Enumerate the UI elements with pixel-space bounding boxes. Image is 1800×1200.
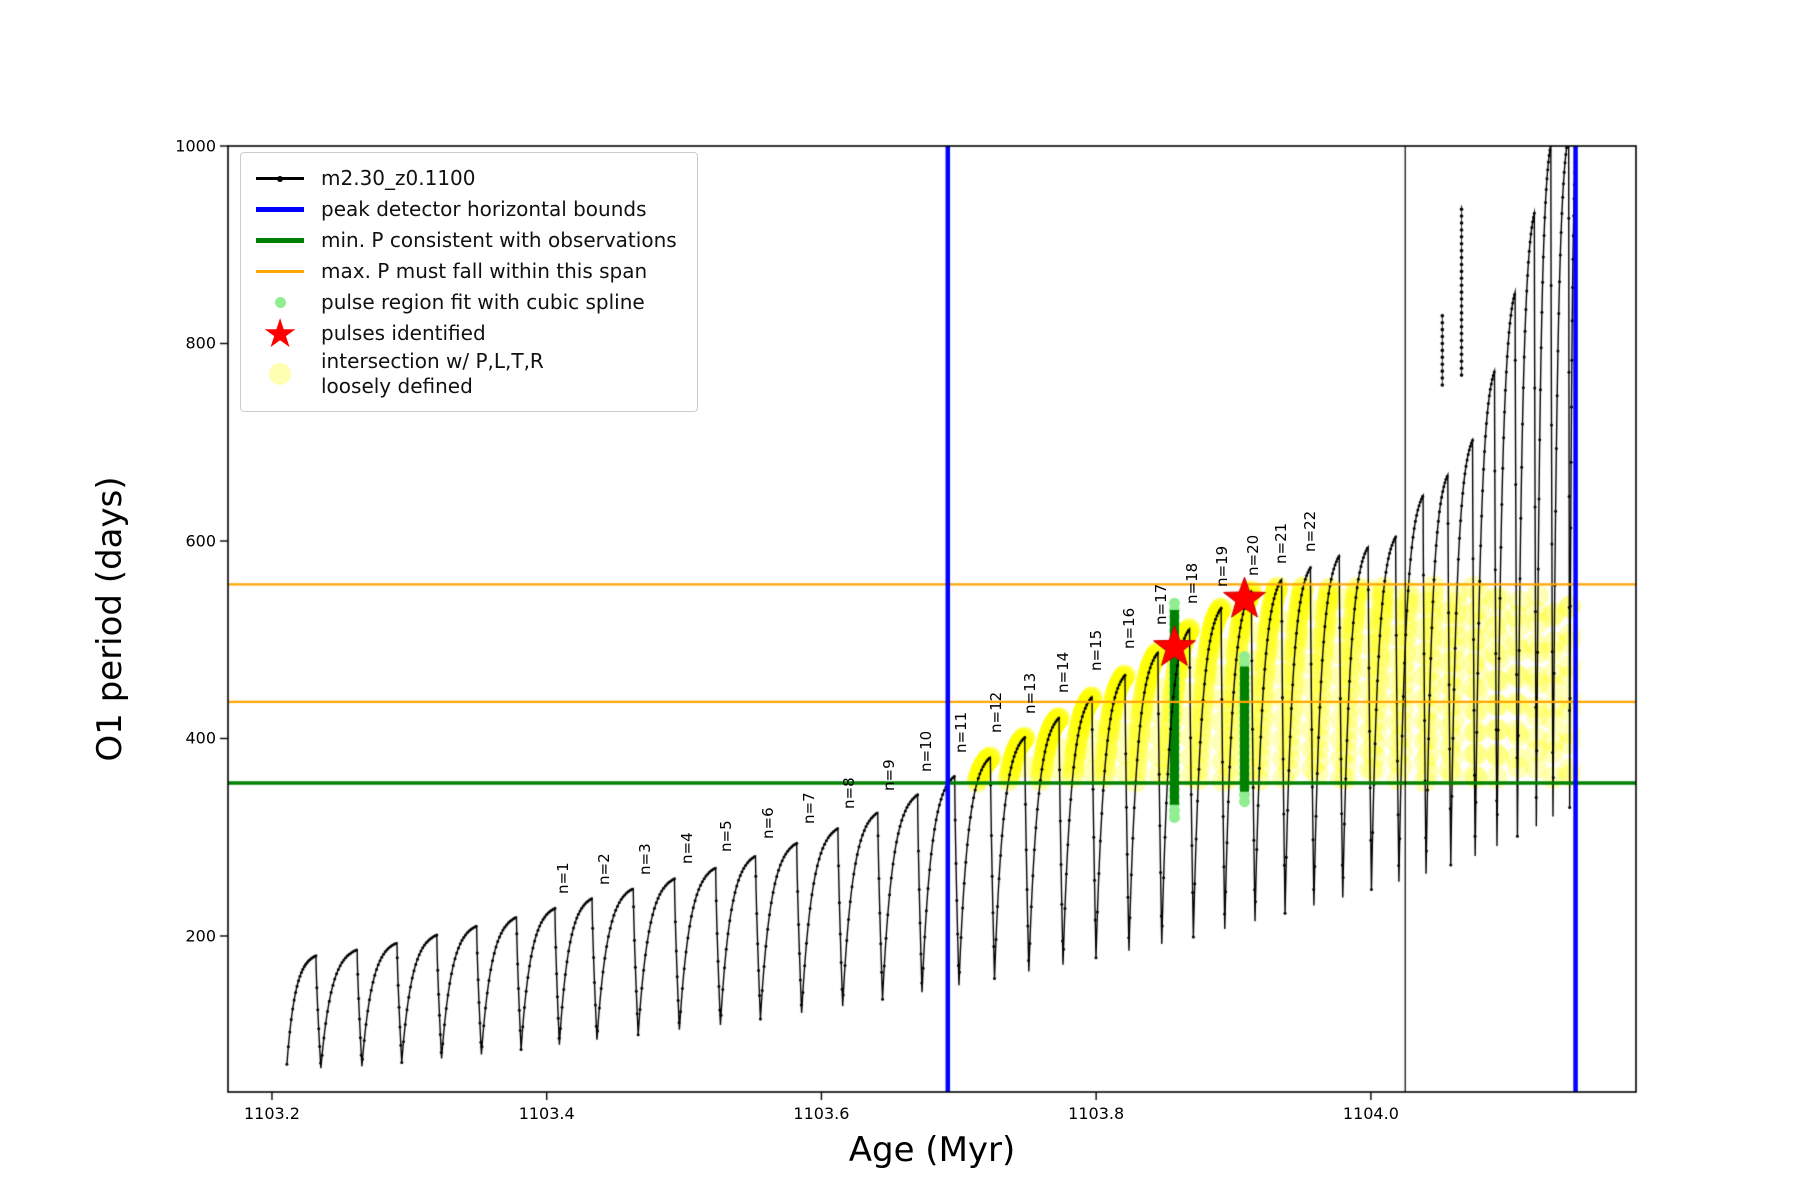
pulse-label: n=20 (1243, 534, 1262, 576)
pulse-label: n=1 (554, 862, 573, 895)
pulse-label: n=17 (1151, 583, 1170, 625)
legend-label: intersection w/ P,L,T,R loosely defined (321, 349, 544, 398)
legend-row: peak detector horizontal bounds (253, 194, 677, 225)
legend-row: max. P must fall within this span (253, 256, 677, 287)
pulse-label: n=16 (1119, 607, 1138, 649)
pulse-label: n=10 (916, 730, 935, 772)
pulse-label: n=3 (636, 843, 655, 875)
pulse-label: n=21 (1272, 522, 1291, 564)
legend-row: min. P consistent with observations (253, 225, 677, 256)
x-tick-label: 1103.4 (518, 1104, 575, 1123)
pulse-label: n=15 (1086, 630, 1105, 672)
line-marker-icon (253, 270, 307, 273)
legend-label: pulses identified (321, 321, 486, 345)
thick-line-marker-icon (253, 207, 307, 212)
y-tick-label: 800 (185, 333, 216, 353)
pulse-label: n=4 (677, 832, 696, 864)
pulse-label: n=9 (879, 759, 898, 791)
pulse-label: n=22 (1301, 510, 1320, 552)
legend-label: pulse region fit with cubic spline (321, 290, 645, 314)
y-tick-label: 600 (185, 531, 216, 551)
x-tick-label: 1104.0 (1342, 1104, 1399, 1123)
legend-label: peak detector horizontal bounds (321, 197, 647, 221)
legend-row: ★ pulses identified (253, 310, 677, 357)
legend-row: m2.30_z0.1100 (253, 163, 677, 194)
legend-label: min. P consistent with observations (321, 228, 677, 252)
pulse-label: n=11 (952, 712, 971, 754)
star-marker-icon: ★ (262, 310, 298, 357)
x-tick-label: 1103.8 (1068, 1104, 1125, 1123)
x-tick-label: 1103.6 (793, 1104, 850, 1123)
x-axis-label: Age (Myr) (848, 1130, 1016, 1170)
legend-row: pulse region fit with cubic spline (253, 287, 677, 318)
thick-line-marker-icon (253, 238, 307, 243)
legend-row: intersection w/ P,L,T,R loosely defined (253, 349, 677, 399)
pulse-label: n=14 (1054, 651, 1073, 693)
pulse-label: n=8 (839, 776, 858, 809)
line-dot-marker-icon (253, 175, 307, 182)
pulse-label: n=6 (758, 807, 777, 840)
pulse-label: n=7 (799, 792, 818, 825)
pulse-label: n=2 (595, 852, 614, 885)
y-tick-label: 400 (185, 728, 216, 748)
pulse-label: n=18 (1183, 562, 1202, 605)
y-tick-label: 1000 (175, 136, 216, 156)
pulse-label: n=5 (717, 820, 736, 852)
y-axis-label: O1 period (days) (90, 476, 130, 762)
pulse-label: n=19 (1213, 546, 1232, 588)
dot-small-marker-icon (253, 297, 307, 308)
pulse-label: n=13 (1021, 672, 1040, 714)
legend-label: max. P must fall within this span (321, 259, 648, 283)
pulse-label: n=12 (986, 692, 1005, 734)
y-tick-label: 200 (185, 926, 216, 946)
dot-large-marker-icon (253, 363, 307, 385)
x-tick-label: 1103.2 (243, 1104, 300, 1123)
legend-label: m2.30_z0.1100 (321, 166, 476, 190)
